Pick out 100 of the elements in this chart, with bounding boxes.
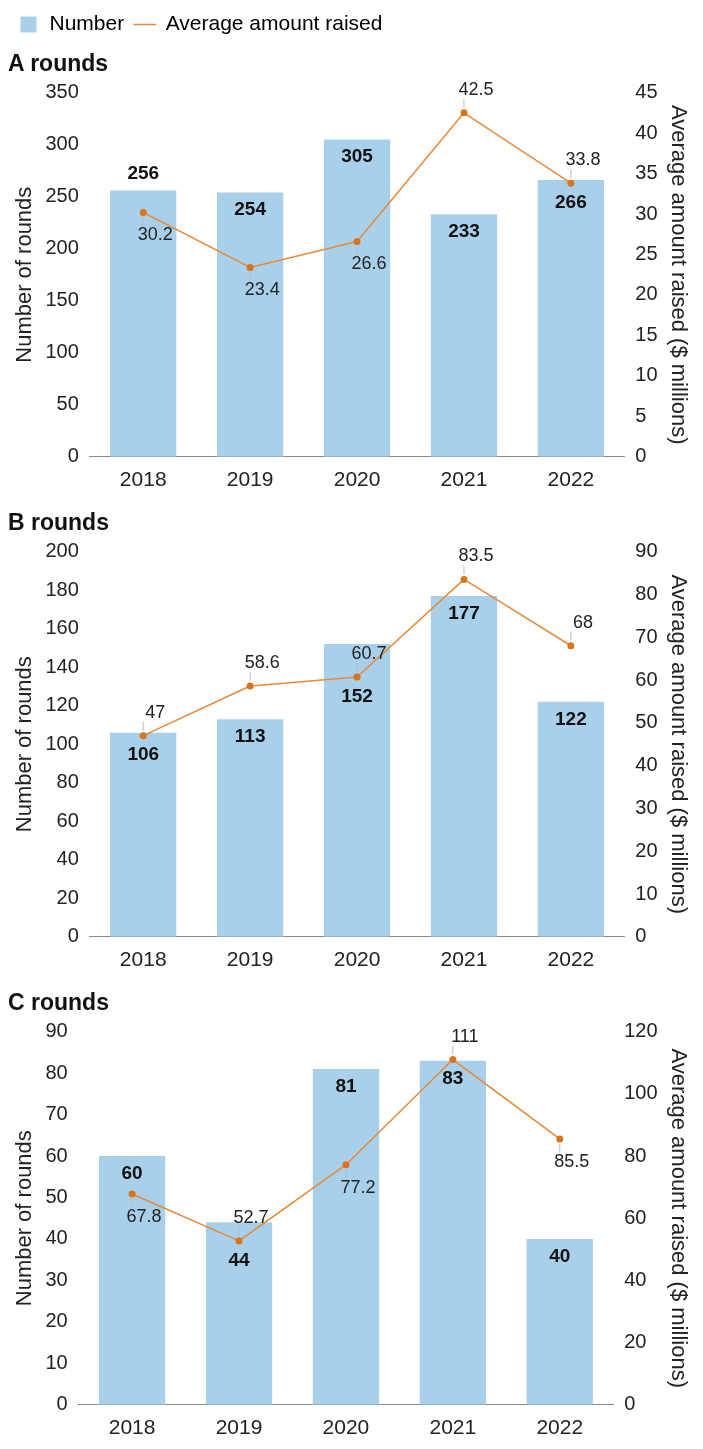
bar [430,595,498,937]
chart-title: A rounds [8,50,109,77]
y2-tick-label: 120 [624,1019,658,1042]
y-tick-label: 250 [45,184,79,207]
x-tick-label: 2019 [226,947,274,971]
y2-tick-label: 35 [635,161,658,184]
y2-tick-label: 10 [635,363,658,386]
y2-tick-label: 90 [635,539,658,562]
y2-tick-label: 50 [635,710,658,733]
chart-title: B rounds [8,509,109,536]
x-tick-label: 2019 [215,1415,263,1439]
y-tick-label: 200 [45,236,79,259]
data-label: 47 [145,701,166,722]
data-label: 106 [127,743,160,765]
data-label: 33.8 [565,149,601,170]
bar [323,139,391,457]
y2-tick-label: 45 [635,80,658,103]
data-label: 254 [234,198,267,220]
x-tick-label: 2018 [119,467,167,491]
y2-tick-label: 30 [635,795,658,818]
data-label: 83 [442,1067,464,1089]
point [235,1237,243,1245]
bar [110,732,177,937]
y2-tick-label: 15 [635,322,658,345]
x-tick-label: 2022 [547,467,595,491]
point [567,642,575,650]
data-label: 177 [448,601,480,623]
data-label: 23.4 [244,279,280,300]
y2-tick-label: 0 [635,444,647,467]
y2-tick-label: 5 [635,403,647,426]
point [460,575,468,583]
data-label: 44 [228,1248,251,1270]
data-label: 233 [448,220,480,242]
x-tick-label: 2020 [322,1415,370,1439]
y2-tick-label: 60 [624,1205,647,1228]
x-tick-label: 2022 [547,947,595,971]
y-tick-label: 200 [45,539,79,562]
y2-tick-label: 20 [624,1330,647,1353]
y2-tick-label: 80 [624,1143,647,1166]
y-tick-label: 0 [67,924,79,947]
y-tick-label: 160 [45,616,79,639]
x-tick-label: 2021 [440,947,488,971]
bar [526,1238,593,1405]
x-tick-label: 2019 [226,467,274,491]
x-tick-label: 2021 [440,467,488,491]
y2-tick-label: 0 [624,1392,636,1415]
data-label: 256 [127,162,160,184]
y2-tick-label: 10 [635,881,658,904]
point [139,208,147,216]
chart-title: C rounds [8,989,109,1016]
data-label: 83.5 [458,545,494,566]
data-label: 77.2 [340,1176,376,1197]
y-tick-label: 80 [56,770,79,793]
y2-tick-label: 60 [635,667,658,690]
bar [205,1222,273,1405]
y2-tick-label: 80 [635,581,658,604]
y2-tick-label: 0 [635,924,647,947]
data-label: 152 [341,684,373,706]
data-label: 68 [572,611,593,632]
bar [419,1060,486,1405]
y-tick-label: 20 [56,885,79,908]
data-label: 85.5 [554,1150,590,1171]
y2-tick-label: 20 [635,282,658,305]
data-label: 42.5 [458,78,494,99]
y-tick-label: 50 [45,1184,68,1207]
y-tick-label: 90 [45,1019,68,1042]
point [246,682,254,690]
point [353,673,361,681]
y-tick-label: 10 [45,1350,68,1373]
y-tick-label: 350 [45,80,79,103]
y2-axis-title: Average amount raised ($ millions) [666,104,692,445]
point [460,109,468,117]
x-tick-label: 2022 [536,1415,584,1439]
point [342,1161,350,1169]
y-tick-label: 0 [67,444,79,467]
data-label: 52.7 [233,1206,269,1227]
y2-axis-title: Average amount raised ($ millions) [666,1048,692,1388]
y-axis-title: Number of rounds [11,656,37,833]
y-tick-label: 30 [45,1267,68,1290]
bar [98,1156,166,1405]
y-tick-label: 60 [56,808,79,831]
point [567,179,575,187]
bar [537,701,605,937]
x-tick-label: 2021 [429,1415,477,1439]
data-label: 30.2 [137,224,173,245]
y-tick-label: 100 [45,731,79,754]
y2-tick-label: 30 [635,201,658,224]
y-tick-label: 120 [45,693,79,716]
y-tick-label: 70 [45,1102,68,1125]
y-tick-label: 180 [45,577,79,600]
y-tick-label: 40 [45,1226,68,1249]
bar [430,214,498,457]
data-label: 60.7 [351,642,387,663]
bar [217,192,284,457]
y-tick-label: 20 [45,1309,68,1332]
y2-tick-label: 70 [635,624,658,647]
point [128,1190,136,1198]
legend-label: Average amount raised [165,11,383,35]
point [353,238,361,246]
y-tick-label: 150 [45,288,79,311]
